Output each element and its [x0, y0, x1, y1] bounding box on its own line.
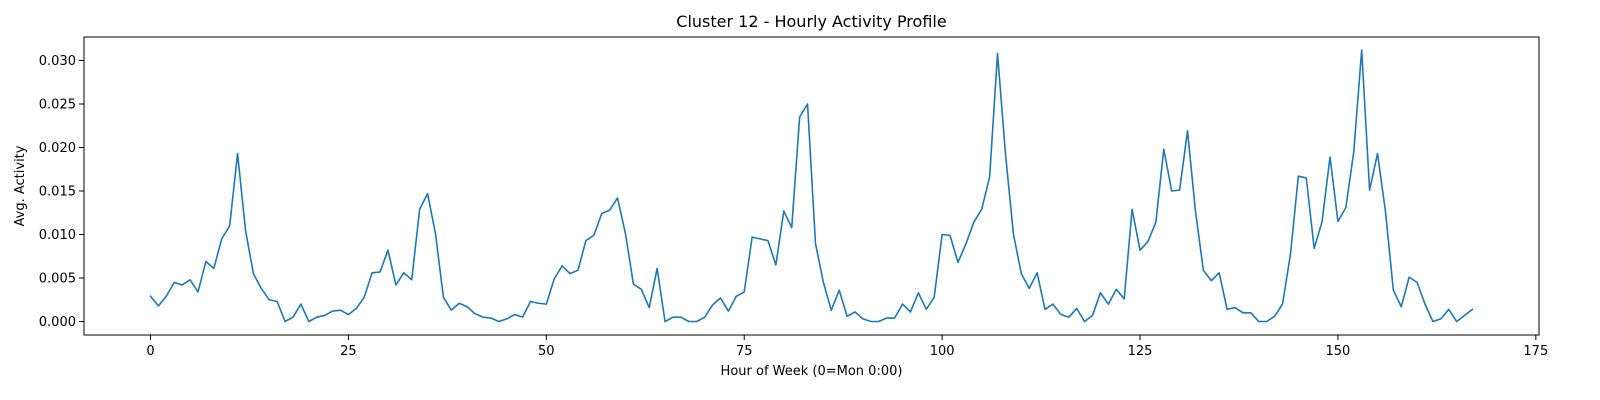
y-tick-label: 0.025: [39, 97, 76, 112]
series-line: [149, 49, 1474, 323]
x-tick-label: 175: [1523, 344, 1548, 359]
plot-area-frame: [83, 36, 1540, 336]
chart-title: Cluster 12 - Hourly Activity Profile: [676, 12, 946, 31]
x-tick-label: 150: [1326, 344, 1351, 359]
y-tick-label: 0.005: [39, 272, 76, 287]
y-tick-label: 0.010: [39, 228, 76, 243]
x-tick-label: 125: [1128, 344, 1153, 359]
x-tick-label: 75: [736, 344, 753, 359]
x-axis-ticks: 0 25 50 75 100 125 150 175: [146, 335, 1548, 359]
x-tick-label: 50: [538, 344, 555, 359]
x-tick-label: 25: [340, 344, 357, 359]
x-tick-label: 0: [146, 344, 154, 359]
y-tick-label: 0.000: [39, 315, 76, 330]
y-tick-label: 0.030: [39, 54, 76, 69]
y-axis-label: Avg. Activity: [13, 145, 28, 226]
y-axis-ticks: 0.000 0.005 0.010 0.015 0.020 0.025 0.030: [39, 54, 84, 330]
x-tick-label: 100: [930, 344, 955, 359]
y-tick-label: 0.015: [39, 185, 76, 200]
x-axis-label: Hour of Week (0=Mon 0:00): [721, 364, 903, 379]
y-tick-label: 0.020: [39, 141, 76, 156]
